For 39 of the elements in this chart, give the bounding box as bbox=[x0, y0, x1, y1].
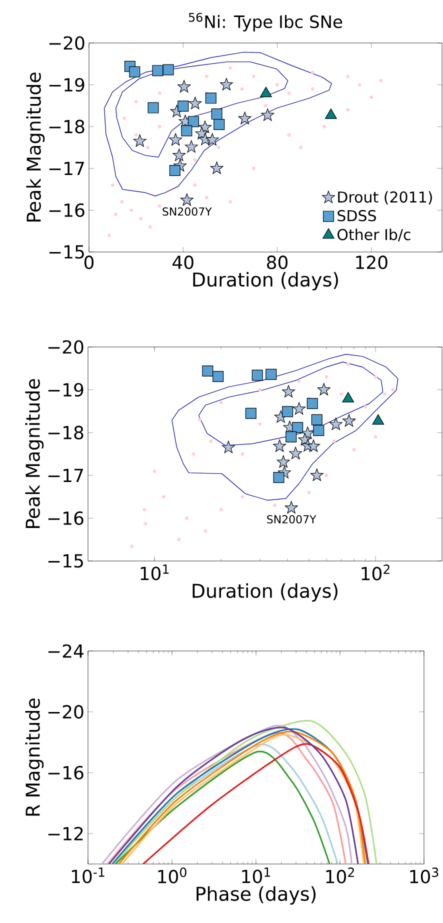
x-tick-label: 10$^{3}$ bbox=[410, 868, 438, 884]
y-tick-label: −18 bbox=[48, 426, 84, 440]
y-tick-label: −15 bbox=[49, 245, 84, 259]
x-tick-label: 10$^{1}$ bbox=[242, 868, 270, 884]
y-tick-label: −20 bbox=[49, 36, 84, 50]
y-tick-label: −15 bbox=[48, 554, 83, 568]
legend-label: Other Ib/c bbox=[338, 228, 410, 242]
y-tick-label: −18 bbox=[49, 120, 84, 134]
x-tick-label: 80 bbox=[267, 256, 288, 270]
y-tick-label: −16 bbox=[48, 511, 84, 525]
y-tick-label: −19 bbox=[48, 382, 84, 397]
x-tick-label: 10$^{-1}$ bbox=[72, 868, 104, 884]
y-tick-label: −20 bbox=[48, 340, 84, 354]
x-axis-title: Phase (days) bbox=[196, 886, 316, 905]
chart-title: $^{56}$Ni: Type Ibc SNe bbox=[188, 12, 342, 32]
x-axis-title: Duration (days) bbox=[193, 272, 338, 290]
legend-label: SDSS bbox=[338, 210, 376, 222]
x-axis-title: Duration (days) bbox=[192, 583, 338, 602]
y-tick-label: −16 bbox=[48, 766, 84, 780]
y-axis-title: Peak Magnitude bbox=[25, 379, 44, 528]
x-tick-label: 10$^{2}$ bbox=[362, 564, 390, 580]
y-tick-label: −19 bbox=[49, 78, 84, 92]
y-axis-title: Peak Magnitude bbox=[26, 72, 45, 222]
y-tick-label: −12 bbox=[48, 826, 83, 840]
y-tick-label: −17 bbox=[49, 162, 84, 175]
y-axis-title: R Magnitude bbox=[25, 698, 44, 816]
y-tick-label: −24 bbox=[48, 644, 84, 658]
legend-label: Drout (2011) bbox=[338, 191, 432, 204]
y-tick-label: −20 bbox=[48, 705, 84, 719]
x-tick-label: 0 bbox=[84, 256, 94, 270]
x-tick-label: 10$^{1}$ bbox=[140, 564, 169, 580]
x-tick-label: 120 bbox=[356, 256, 388, 270]
y-tick-label: −16 bbox=[49, 203, 84, 217]
annotation: SN2007Y bbox=[267, 515, 316, 524]
x-tick-label: 10$^{0}$ bbox=[158, 868, 186, 884]
annotation: SN2007Y bbox=[162, 207, 212, 216]
y-tick-label: −17 bbox=[48, 468, 83, 482]
x-tick-label: 40 bbox=[172, 256, 194, 270]
x-tick-label: 10$^{2}$ bbox=[326, 868, 354, 884]
